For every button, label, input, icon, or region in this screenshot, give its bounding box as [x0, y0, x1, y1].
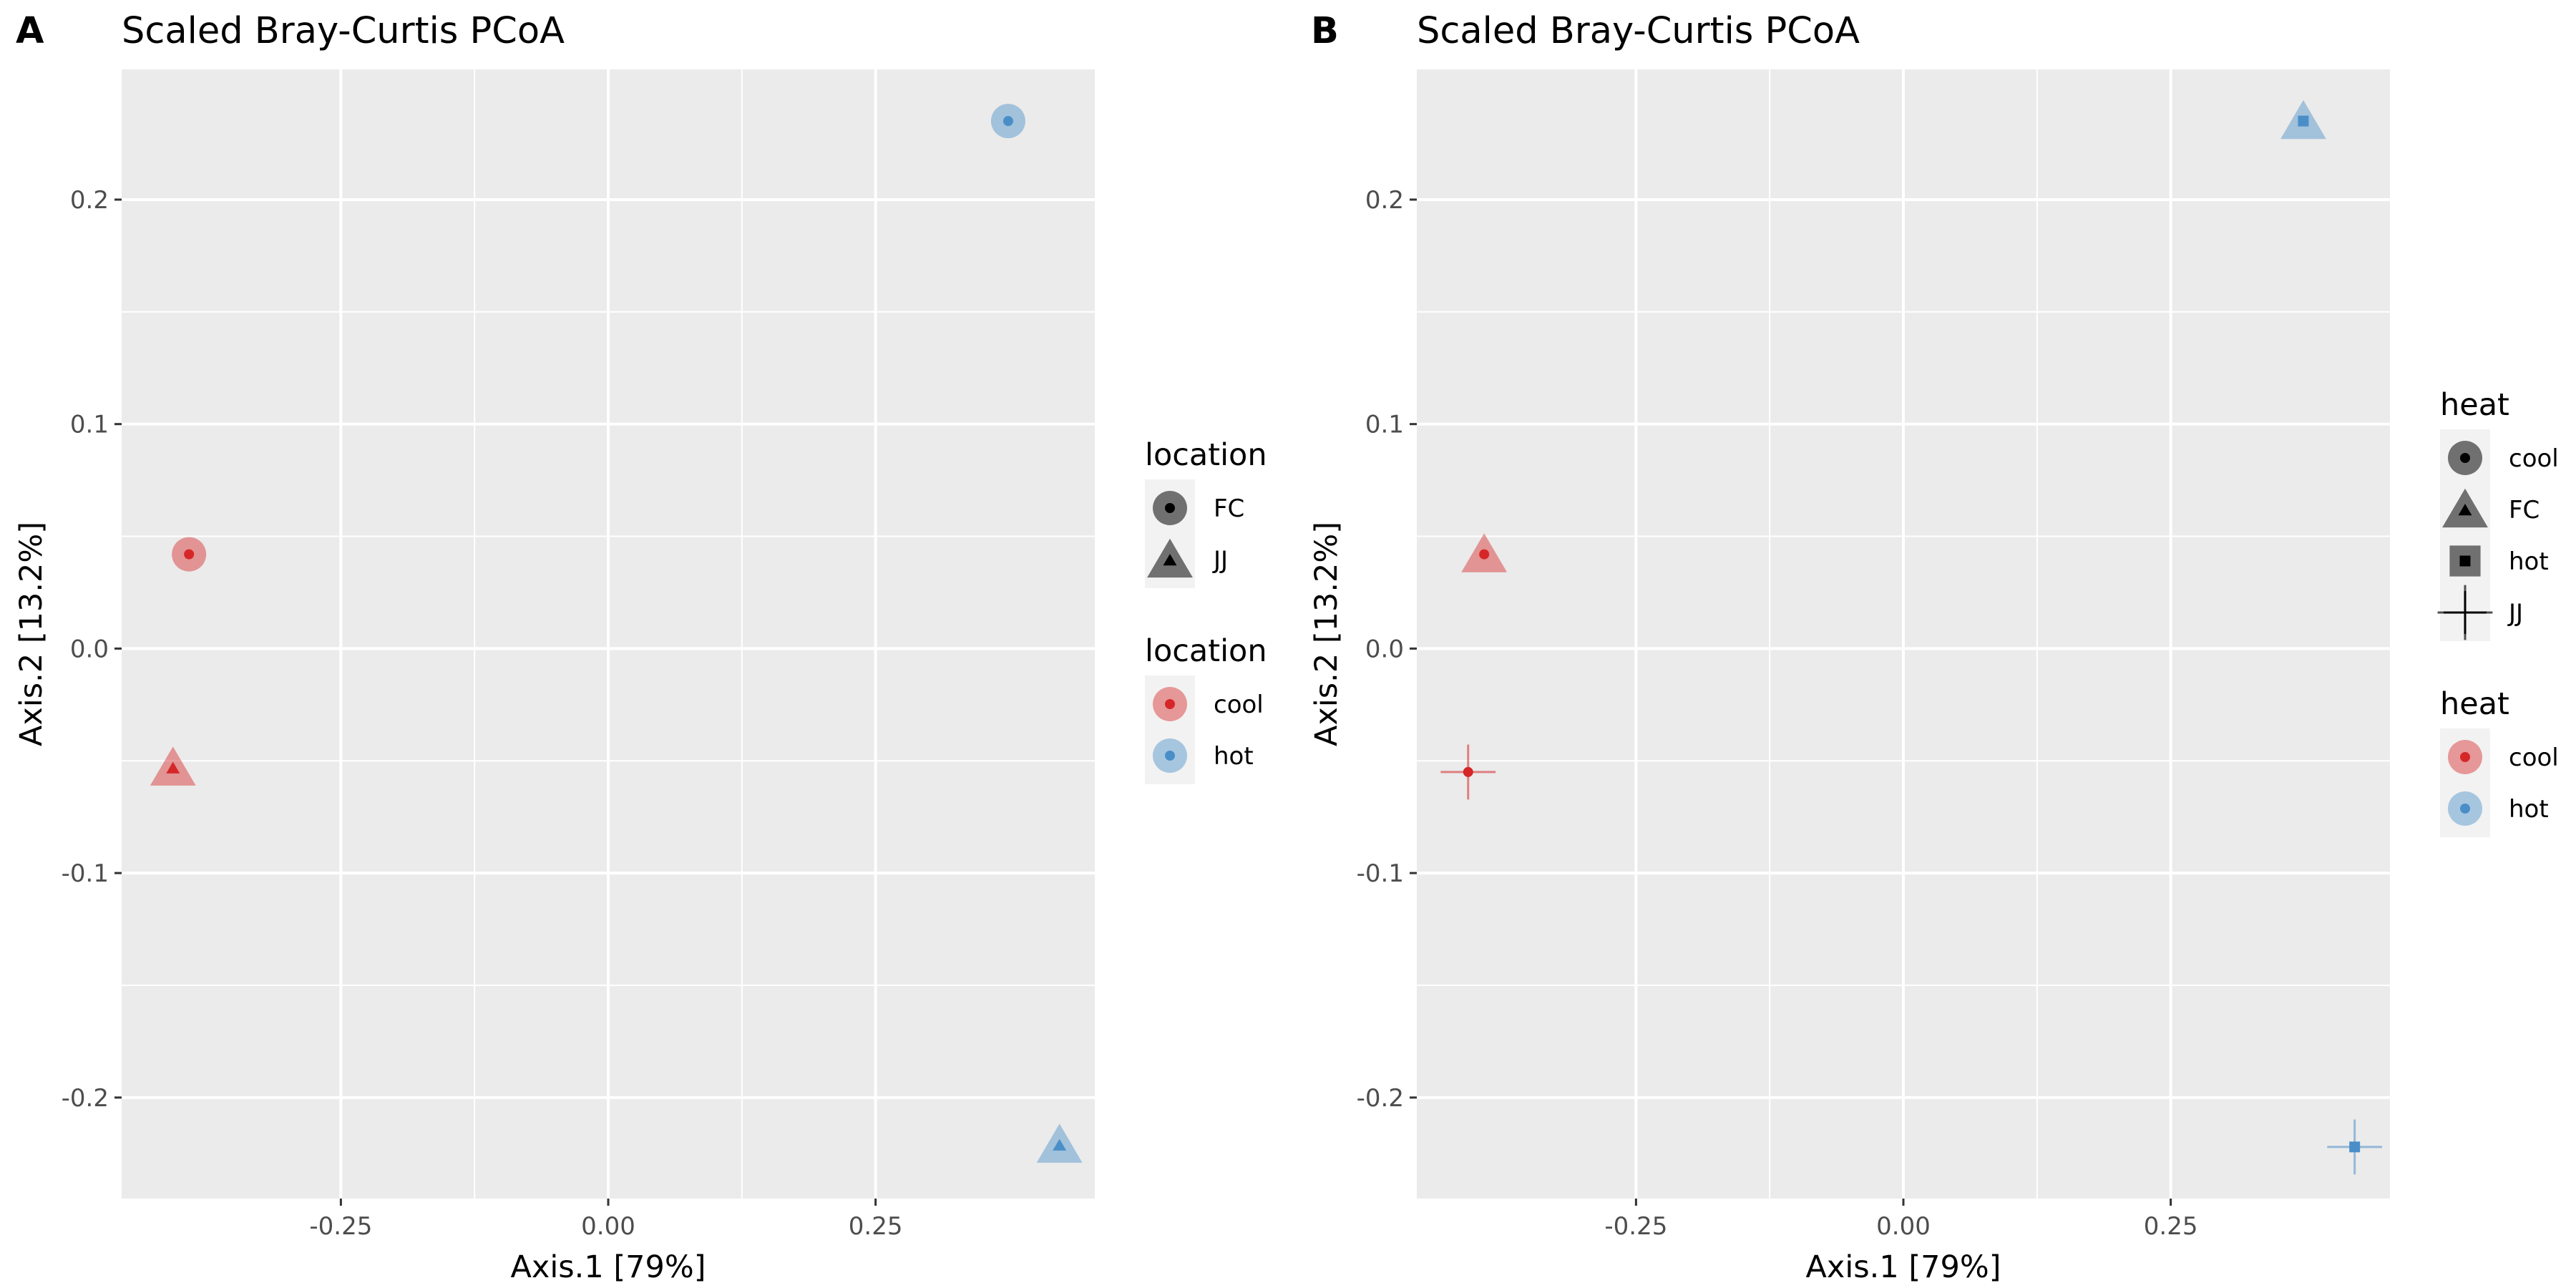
legend-key-center — [1165, 503, 1175, 513]
point-center — [166, 761, 180, 774]
legend-color: location cool hot — [1145, 633, 1267, 784]
legend-label: hot — [1214, 742, 1254, 771]
y-tick-label: 0.2 — [1365, 186, 1404, 215]
legend-label: JJ — [2507, 599, 2523, 628]
legend-title: location — [1145, 437, 1267, 473]
data-point — [1036, 1123, 1083, 1163]
y-axis-label: Axis.2 [13.2%] — [1309, 522, 1345, 746]
grid — [1417, 69, 2390, 1199]
legend-entry: FC — [1153, 491, 1244, 525]
x-axis-label: Axis.1 [79%] — [510, 1249, 706, 1285]
legend-label: hot — [2509, 795, 2549, 824]
y-tick-label: -0.1 — [1357, 859, 1404, 888]
y-tick-label: -0.1 — [62, 859, 109, 888]
legend-key-center — [1165, 699, 1175, 709]
legend-key-center — [2460, 453, 2470, 463]
point-center — [1053, 1138, 1067, 1151]
points — [150, 104, 1083, 1163]
legend-entry: hot — [2449, 545, 2549, 577]
grid — [122, 69, 1095, 1199]
point-center — [184, 549, 195, 560]
point-center — [2298, 115, 2309, 127]
chart-title: Scaled Bray-Curtis PCoA — [122, 10, 565, 52]
panel-tag: A — [16, 10, 44, 52]
x-tick-label: -0.25 — [1604, 1212, 1667, 1241]
legend-label: FC — [2509, 496, 2540, 525]
x-axis-label: Axis.1 [79%] — [1805, 1249, 2001, 1285]
legend-entry: cool — [2448, 740, 2559, 774]
legend-entry: cool — [2448, 441, 2559, 475]
legend-label: cool — [2509, 743, 2559, 772]
y-tick-label: 0.1 — [1365, 411, 1404, 439]
legend-entry: hot — [2448, 791, 2549, 826]
y-tick-label: -0.2 — [1357, 1084, 1404, 1113]
y-axis-label: Axis.2 [13.2%] — [14, 522, 49, 746]
legend-label: cool — [1214, 691, 1264, 719]
x-tick-label: 0.25 — [849, 1212, 903, 1241]
y-tick-label: 0.1 — [70, 411, 109, 439]
legend-key-background — [2440, 728, 2490, 837]
y-tick-label: 0.2 — [70, 186, 109, 215]
x-tick-label: 0.00 — [581, 1212, 635, 1241]
legend-title: location — [1145, 633, 1267, 669]
panel-tag: B — [1311, 10, 1339, 52]
y-tick-label: 0.0 — [1365, 635, 1404, 663]
legend-label: JJ — [1212, 546, 1228, 575]
legend-key-center — [2459, 555, 2471, 567]
legend-key-center — [2444, 591, 2487, 634]
legend-key-center — [2460, 804, 2470, 814]
legend-key-center — [2458, 504, 2472, 516]
data-point — [2327, 1119, 2383, 1175]
y-tick-label: -0.2 — [62, 1084, 109, 1113]
point-center — [1479, 549, 1490, 560]
point-center — [1463, 766, 1473, 777]
data-point — [150, 746, 196, 786]
chart-panel-b: B Scaled Bray-Curtis PCoA -0.25 0.00 0.25 -0.… — [1309, 10, 2559, 1285]
data-point — [1440, 744, 1496, 800]
legend-key-center — [1165, 751, 1175, 761]
legend-key-center — [1163, 554, 1177, 566]
chart-title: Scaled Bray-Curtis PCoA — [1417, 10, 1860, 52]
legend-key-center — [2460, 752, 2470, 762]
data-point — [172, 537, 207, 572]
data-point — [2280, 99, 2326, 140]
legend-entry: JJ — [1147, 538, 1228, 578]
data-point — [990, 104, 1025, 139]
legend-label: FC — [1214, 494, 1244, 523]
chart-panel-a: A Scaled Bray-Curtis PCoA -0.25 0.00 0.25 -0.… — [14, 10, 1267, 1285]
points — [1440, 99, 2383, 1175]
legend-title: heat — [2440, 387, 2509, 423]
legend-label: cool — [2509, 444, 2559, 473]
data-point — [1461, 533, 1508, 572]
point-center — [1002, 116, 1013, 127]
legend-entry: hot — [1153, 738, 1254, 773]
point-center — [2349, 1141, 2361, 1153]
x-tick-label: 0.25 — [2144, 1212, 2198, 1241]
legend-entry: FC — [2442, 488, 2540, 528]
legend-entry: JJ — [2437, 585, 2523, 640]
x-tick-label: -0.25 — [309, 1212, 372, 1241]
legend-key-background — [1145, 675, 1195, 784]
legend-shape: location FC JJ — [1145, 437, 1267, 588]
legend-title: heat — [2440, 686, 2509, 722]
x-tick-label: 0.00 — [1876, 1212, 1931, 1241]
legend-label: hot — [2509, 547, 2549, 576]
y-tick-label: 0.0 — [70, 635, 109, 663]
legend-entry: cool — [1153, 687, 1264, 721]
